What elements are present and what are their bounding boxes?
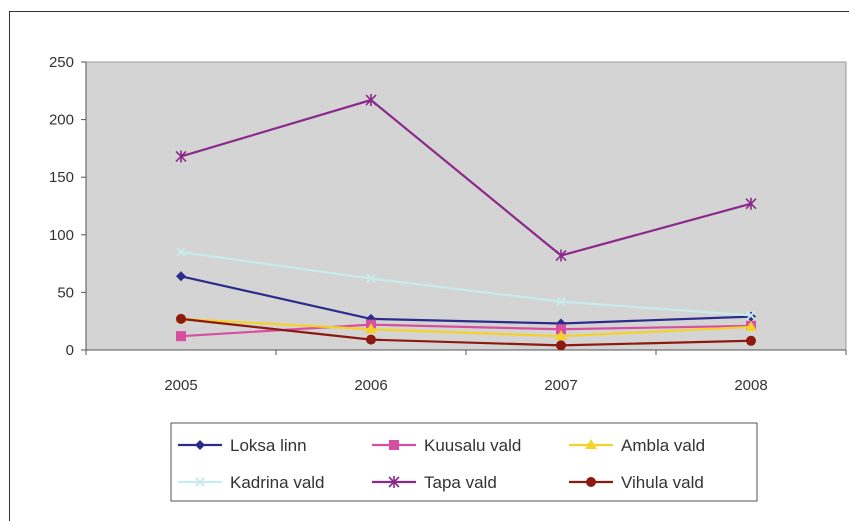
- legend-marker-vihula-vald: [586, 477, 596, 487]
- legend-marker-ambla-vald: [585, 439, 597, 449]
- data-point-kadrina-vald: [366, 273, 376, 284]
- legend-item-tapa-vald: Tapa vald: [372, 473, 497, 492]
- axis-ticks: 0 50 100 150 200 250 2005 2006 2007 2008: [49, 54, 847, 394]
- data-point-kadrina-vald: [746, 310, 756, 321]
- y-tick-label: 0: [66, 342, 74, 359]
- series-line-tapa-vald: [180, 98, 752, 257]
- data-point-loksa-linn: [176, 271, 186, 282]
- legend-label: Kuusalu vald: [424, 436, 521, 455]
- legend-item-ambla-vald: Ambla vald: [569, 436, 705, 455]
- data-point-tapa-vald: [745, 197, 757, 210]
- data-point-ambla-vald: [555, 330, 567, 341]
- x-tick-label: 2007: [544, 377, 577, 394]
- legend-marker-tapa-vald: [388, 476, 400, 488]
- legend-marker-loksa-linn: [195, 440, 205, 450]
- legend-item-kadrina-vald: Kadrina vald: [178, 473, 325, 492]
- series-line-kadrina-vald: [180, 250, 752, 317]
- data-point-kuusalu-vald: [176, 331, 186, 342]
- legend-label: Tapa vald: [424, 473, 497, 492]
- y-tick-label: 150: [49, 169, 74, 186]
- series-line-vihula-vald: [180, 317, 752, 347]
- series-kadrina-vald: [176, 247, 756, 321]
- y-tick-label: 100: [49, 227, 74, 244]
- legend-item-vihula-vald: Vihula vald: [569, 473, 704, 492]
- data-point-vihula-vald: [366, 334, 376, 345]
- legend-item-kuusalu-vald: Kuusalu vald: [372, 436, 521, 455]
- data-point-kuusalu-vald: [556, 324, 566, 335]
- data-point-vihula-vald: [746, 335, 756, 346]
- chart-frame: [9, 11, 849, 521]
- data-point-kadrina-vald: [556, 296, 566, 307]
- data-point-ambla-vald: [365, 323, 377, 334]
- y-tick-label: 250: [49, 54, 74, 71]
- legend-marker-kadrina-vald: [195, 477, 205, 487]
- legend: Loksa linn Kuusalu vald Ambla vald Kadrina …: [170, 422, 758, 502]
- data-point-tapa-vald: [175, 150, 187, 163]
- x-tick-label: 2005: [164, 377, 197, 394]
- legend-label: Kadrina vald: [230, 473, 325, 492]
- x-tick-label: 2006: [354, 377, 387, 394]
- data-point-kadrina-vald: [176, 247, 186, 257]
- legend-label: Ambla vald: [621, 436, 705, 455]
- data-point-ambla-vald: [745, 320, 757, 331]
- series-vihula-vald: [176, 313, 756, 351]
- y-tick-label: 50: [57, 284, 74, 301]
- legend-label: Vihula vald: [621, 473, 704, 492]
- plot-background: [85, 61, 847, 351]
- plot-area: [85, 61, 847, 351]
- legend-marker-kuusalu-vald: [389, 440, 399, 450]
- data-point-tapa-vald: [555, 249, 567, 262]
- data-point-vihula-vald: [556, 340, 566, 351]
- legend-item-loksa-linn: Loksa linn: [178, 436, 307, 455]
- x-tick-label: 2008: [734, 377, 767, 394]
- data-point-vihula-vald: [176, 313, 186, 324]
- series-line-loksa-linn: [180, 275, 752, 325]
- legend-label: Loksa linn: [230, 436, 307, 455]
- series-tapa-vald: [175, 94, 757, 262]
- series-line-kuusalu-vald: [180, 323, 752, 338]
- data-point-tapa-vald: [365, 94, 377, 107]
- y-tick-label: 200: [49, 112, 74, 129]
- series-lines: [175, 94, 757, 351]
- legend-box: [170, 422, 758, 502]
- series-line-ambla-vald: [180, 317, 752, 338]
